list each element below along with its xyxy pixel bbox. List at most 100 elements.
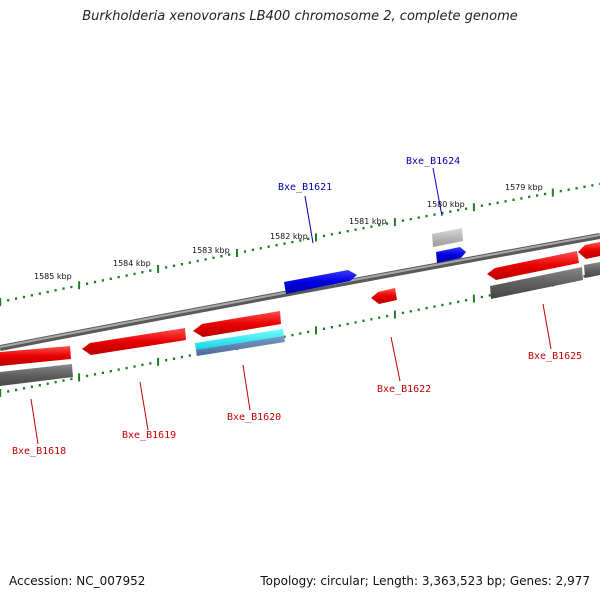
inner-ruler-major-tick bbox=[78, 373, 81, 382]
inner-ruler-minor-tick bbox=[291, 333, 294, 337]
gene-bxe-b1621[interactable] bbox=[284, 270, 357, 294]
inner-ruler-minor-tick bbox=[449, 302, 452, 305]
ruler-label-1581: 1581 kbp bbox=[349, 217, 387, 226]
label-bxe-b1619[interactable]: Bxe_B1619 bbox=[122, 430, 176, 441]
outer-ruler-minor-tick bbox=[591, 184, 594, 187]
inner-ruler-minor-tick bbox=[101, 371, 104, 374]
outer-ruler-minor-tick bbox=[330, 233, 333, 236]
outer-ruler-minor-tick bbox=[575, 187, 578, 190]
gene-bxe-b1625-cds[interactable] bbox=[490, 267, 583, 299]
outer-ruler-minor-tick bbox=[449, 210, 452, 213]
outer-ruler-minor-tick bbox=[220, 255, 223, 258]
outer-ruler-minor-tick bbox=[354, 228, 357, 231]
outer-ruler-minor-tick bbox=[291, 240, 294, 244]
outer-ruler-minor-tick bbox=[504, 200, 507, 203]
outer-ruler-minor-tick bbox=[338, 231, 341, 234]
inner-ruler-minor-tick bbox=[441, 303, 444, 307]
outer-ruler-minor-tick bbox=[441, 211, 444, 215]
label-bxe-b1625[interactable]: Bxe_B1625 bbox=[528, 351, 582, 362]
outer-ruler-minor-tick bbox=[362, 227, 365, 230]
gene-bxe-b1622[interactable] bbox=[371, 288, 397, 304]
inner-ruler-minor-tick bbox=[417, 308, 420, 311]
outer-ruler-minor-tick bbox=[417, 216, 420, 219]
gene-bxe-b1620-misc-feature[interactable] bbox=[195, 329, 284, 351]
outer-ruler-minor-tick bbox=[133, 272, 136, 276]
inner-ruler-minor-tick bbox=[109, 370, 112, 373]
inner-ruler-minor-tick bbox=[354, 321, 357, 324]
gene-bxe-b1625[interactable] bbox=[487, 251, 579, 280]
inner-ruler-minor-tick bbox=[457, 300, 460, 303]
gene-bxe-b1626-cds[interactable] bbox=[584, 262, 600, 278]
outer-ruler-minor-tick bbox=[536, 194, 539, 197]
inner-ruler-minor-tick bbox=[86, 374, 89, 378]
outer-ruler-minor-tick bbox=[322, 234, 326, 238]
outer-ruler-minor-tick bbox=[559, 189, 562, 193]
outer-ruler-minor-tick bbox=[259, 247, 262, 250]
gene-bxe-b1618-cds[interactable] bbox=[0, 364, 73, 386]
inner-ruler-minor-tick bbox=[583, 275, 586, 278]
ruler-label-1579: 1579 kbp bbox=[505, 183, 543, 192]
inner-ruler-minor-tick bbox=[480, 295, 483, 299]
label-bxe-b1620[interactable]: Bxe_B1620 bbox=[227, 412, 281, 423]
outer-ruler-minor-tick bbox=[165, 266, 168, 269]
outer-ruler-minor-tick bbox=[117, 275, 120, 279]
inner-ruler-minor-tick bbox=[15, 388, 18, 392]
gene-bxe-b1623-feature[interactable] bbox=[432, 228, 463, 247]
outer-ruler-minor-tick bbox=[86, 282, 89, 285]
label-bxe-b1622[interactable]: Bxe_B1622 bbox=[377, 384, 431, 395]
label-bxe-b1618[interactable]: Bxe_B1618 bbox=[12, 446, 66, 457]
inner-ruler-minor-tick bbox=[488, 294, 491, 297]
label-bxe-b1621[interactable]: Bxe_B1621 bbox=[278, 182, 332, 193]
minus-strand-genes bbox=[0, 242, 600, 386]
gene-bxe-b1624[interactable] bbox=[436, 247, 466, 263]
inner-ruler-minor-tick bbox=[378, 316, 381, 319]
outer-ruler-minor-tick bbox=[101, 279, 104, 282]
gene-bxe-b1620-region[interactable] bbox=[196, 336, 285, 356]
label-bxe-b1624[interactable]: Bxe_B1624 bbox=[406, 156, 460, 167]
gene-bxe-b1618[interactable] bbox=[0, 346, 71, 366]
outer-ruler-minor-tick bbox=[409, 217, 412, 221]
outer-ruler-minor-tick bbox=[62, 287, 65, 290]
inner-ruler-minor-tick bbox=[299, 332, 302, 335]
outer-ruler-minor-tick bbox=[425, 214, 428, 218]
outer-ruler-minor-tick bbox=[93, 280, 97, 284]
outer-ruler bbox=[0, 182, 600, 306]
inner-ruler-minor-tick bbox=[283, 335, 286, 338]
label-leaders bbox=[30, 167, 552, 445]
outer-ruler-minor-tick bbox=[196, 259, 199, 263]
outer-ruler-minor-tick bbox=[125, 274, 128, 277]
outer-ruler-minor-tick bbox=[109, 277, 112, 280]
outer-ruler-minor-tick bbox=[496, 201, 499, 204]
outer-ruler-major-tick bbox=[0, 298, 2, 306]
inner-ruler-minor-tick bbox=[370, 318, 373, 321]
outer-ruler-minor-tick bbox=[457, 208, 460, 212]
inner-ruler-major-tick bbox=[393, 310, 396, 319]
ruler-label-1582: 1582 kbp bbox=[270, 232, 308, 241]
outer-ruler-minor-tick bbox=[346, 230, 349, 233]
gene-bxe-b1619[interactable] bbox=[82, 328, 186, 355]
inner-ruler-minor-tick bbox=[180, 355, 183, 359]
outer-ruler-minor-tick bbox=[378, 223, 381, 227]
outer-ruler-minor-tick bbox=[267, 245, 270, 248]
inner-ruler-minor-tick bbox=[54, 380, 57, 384]
outer-ruler-minor-tick bbox=[370, 225, 373, 228]
gene-bxe-b1620[interactable] bbox=[193, 311, 281, 337]
outer-ruler-minor-tick bbox=[212, 256, 215, 259]
outer-ruler-minor-tick bbox=[180, 263, 183, 266]
outer-ruler-minor-tick bbox=[7, 299, 10, 302]
outer-ruler-minor-tick bbox=[243, 250, 247, 253]
inner-ruler-minor-tick bbox=[93, 373, 97, 376]
inner-ruler-minor-tick bbox=[338, 324, 341, 327]
outer-ruler-minor-tick bbox=[15, 297, 18, 300]
ruler-label-1585: 1585 kbp bbox=[34, 272, 72, 281]
outer-ruler-major-tick bbox=[315, 233, 317, 242]
inner-ruler-minor-tick bbox=[188, 354, 191, 357]
outer-ruler-minor-tick bbox=[480, 204, 483, 207]
accession-text: Accession: NC_007952 bbox=[9, 574, 146, 588]
outer-ruler-minor-tick bbox=[204, 258, 207, 261]
inner-ruler-minor-tick bbox=[433, 305, 436, 308]
gene-bxe-b1626[interactable] bbox=[578, 242, 600, 259]
inner-ruler-minor-tick bbox=[409, 310, 412, 313]
